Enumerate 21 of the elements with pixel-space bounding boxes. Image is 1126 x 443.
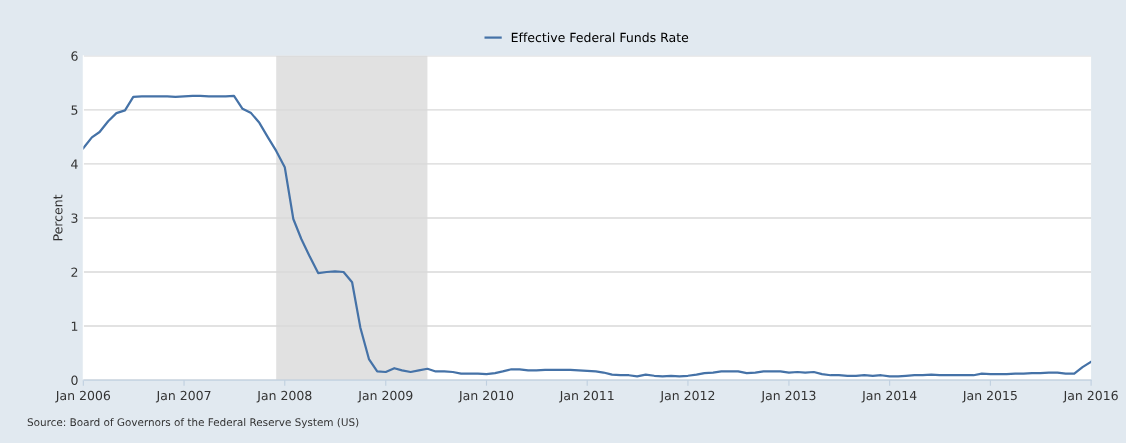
y-tick-label: 0: [71, 375, 78, 386]
y-tick-label: 2: [71, 267, 78, 277]
y-tick-label: 5: [71, 105, 78, 115]
x-tick-label: Jan 2014: [861, 390, 917, 403]
y-axis-title: Percent: [53, 194, 63, 241]
x-tick-label: Jan 2012: [659, 390, 715, 403]
y-tick-label: 4: [71, 159, 78, 169]
x-tick-label: Jan 2009: [357, 390, 413, 403]
x-tick-label: Jan 2011: [559, 390, 614, 403]
y-tick-label: 6: [71, 51, 78, 61]
x-tick-label: Jan 2007: [155, 390, 211, 403]
x-tick-label: Jan 2008: [256, 390, 312, 403]
x-tick-label: Jan 2013: [760, 390, 816, 403]
source-note: Source: Board of Governors of the Federal Reserve System (US): [27, 418, 359, 429]
y-tick-label: 3: [71, 213, 78, 223]
legend-label: Effective Federal Funds Rate: [511, 32, 689, 43]
y-tick-label: 1: [71, 321, 78, 331]
x-tick-label: Jan 2006: [55, 390, 111, 403]
x-tick-label: Jan 2016: [1062, 390, 1118, 403]
x-tick-label: Jan 2015: [962, 390, 1017, 403]
x-tick-label: Jan 2010: [458, 390, 514, 403]
